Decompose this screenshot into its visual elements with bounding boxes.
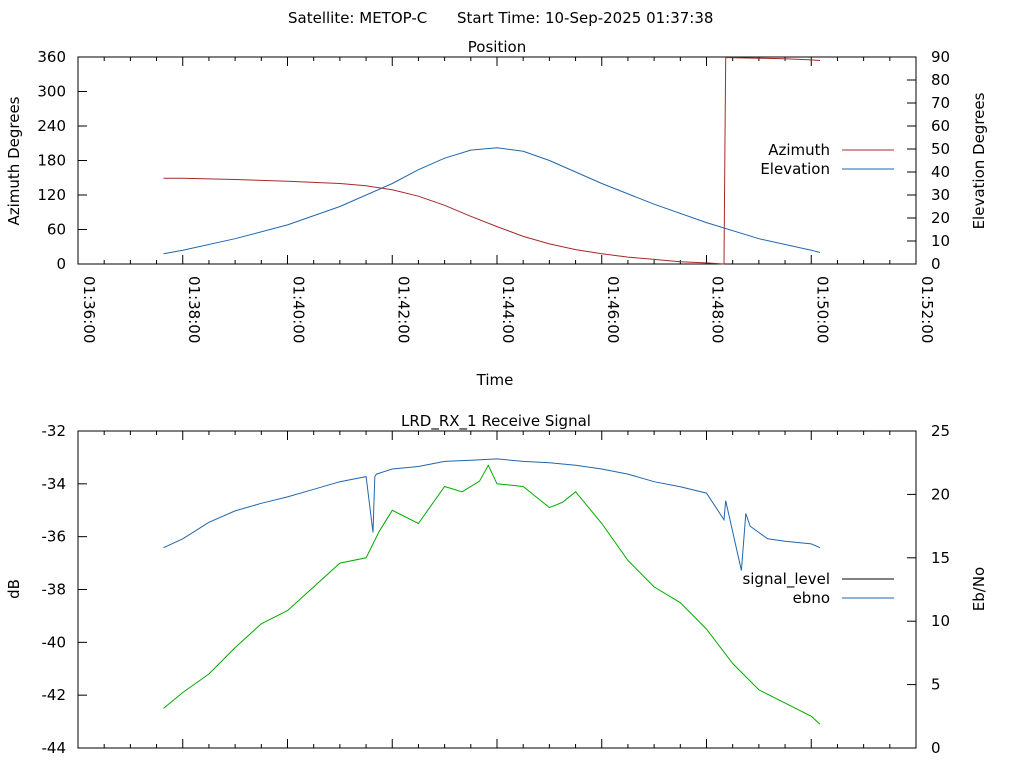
y2-tick-label: 80 — [931, 71, 950, 89]
x-tick-label: 01:36:00 — [80, 276, 98, 343]
y2-tick-label: 90 — [931, 48, 950, 66]
series-line-signal-level — [163, 464, 821, 725]
y-tick-label: 360 — [37, 48, 66, 66]
y-tick-label: 60 — [47, 221, 66, 239]
legend-label: Azimuth — [768, 141, 830, 159]
x-tick-label: 01:46:00 — [604, 276, 622, 343]
y-tick-label: 300 — [37, 83, 66, 101]
y2-tick-label: 25 — [931, 422, 950, 440]
receive-signal-chart: LRD_RX_1 Receive Signal dB Eb/No -44 -42 -… — [5, 412, 988, 757]
x-tick-label: 01:42:00 — [394, 276, 412, 343]
y2-tick-label: 10 — [931, 232, 950, 250]
plot-frame — [77, 430, 917, 749]
receive-signal-chart-title: LRD_RX_1 Receive Signal — [401, 412, 591, 431]
x-tick-label: 01:48:00 — [709, 276, 727, 343]
legend-label: ebno — [793, 589, 830, 607]
y-tick-label: -38 — [42, 581, 67, 599]
y2-tick-label: 0 — [931, 739, 941, 757]
x-tick-label: 01:50:00 — [813, 276, 831, 343]
legend-label: Elevation — [760, 160, 830, 178]
satellite-label: Satellite: METOP-C — [288, 9, 427, 27]
y-tick-label: -34 — [42, 475, 67, 493]
y2-tick-label: 50 — [931, 140, 950, 158]
y-tick-label: -36 — [42, 528, 67, 546]
y-tick-label: -32 — [42, 422, 67, 440]
receive-signal-y2-axis-label: Eb/No — [970, 567, 988, 611]
position-y2-axis-label: Elevation Degrees — [970, 92, 988, 229]
position-chart: Position Time Azimuth Degrees Elevation … — [5, 38, 988, 389]
y2-tick-label: 30 — [931, 186, 950, 204]
y-tick-label: -42 — [42, 686, 67, 704]
x-tick-label: 01:44:00 — [499, 276, 517, 343]
y-tick-label: 180 — [37, 152, 66, 170]
y2-tick-label: 20 — [931, 209, 950, 227]
series-line-ebno — [163, 458, 821, 571]
start-time-label: Start Time: 10-Sep-2025 01:37:38 — [457, 9, 713, 27]
y-tick-label: -44 — [42, 739, 67, 757]
position-chart-title: Position — [468, 38, 526, 56]
series-line-elevation — [163, 147, 821, 255]
y2-tick-label: 70 — [931, 94, 950, 112]
y2-tick-label: 0 — [931, 255, 941, 273]
y2-tick-label: 5 — [931, 676, 941, 694]
y2-tick-label: 60 — [931, 117, 950, 135]
receive-signal-y-axis-label: dB — [5, 579, 23, 599]
position-x-axis-label: Time — [476, 371, 514, 389]
y2-tick-label: 15 — [931, 549, 950, 567]
position-y-axis-label: Azimuth Degrees — [5, 96, 23, 225]
legend-label: signal_level — [742, 570, 830, 589]
series-line-azimuth — [163, 57, 821, 265]
y-tick-label: -40 — [42, 633, 67, 651]
y2-tick-label: 40 — [931, 163, 950, 181]
y-tick-label: 240 — [37, 117, 66, 135]
x-tick-label: 01:52:00 — [918, 276, 936, 343]
x-tick-label: 01:40:00 — [290, 276, 308, 343]
y2-tick-label: 20 — [931, 485, 950, 503]
y-tick-label: 120 — [37, 186, 66, 204]
x-tick-label: 01:38:00 — [185, 276, 203, 343]
y2-tick-label: 10 — [931, 612, 950, 630]
y-tick-label: 0 — [56, 255, 66, 273]
